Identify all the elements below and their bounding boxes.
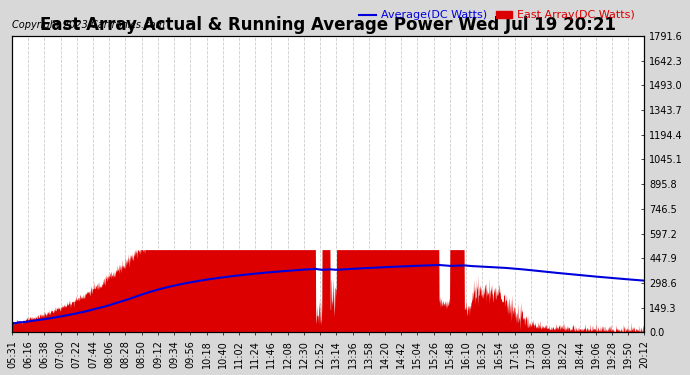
Legend: Average(DC Watts), East Array(DC Watts): Average(DC Watts), East Array(DC Watts) <box>355 6 639 25</box>
Title: East Array Actual & Running Average Power Wed Jul 19 20:21: East Array Actual & Running Average Powe… <box>40 16 616 34</box>
Text: Copyright 2023 Cartronics.com: Copyright 2023 Cartronics.com <box>12 20 165 30</box>
